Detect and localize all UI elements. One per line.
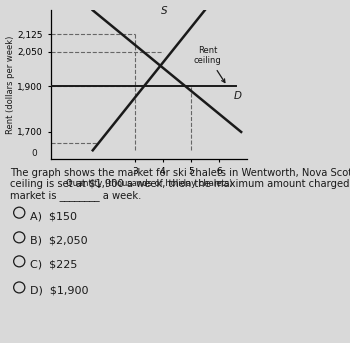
Text: Rent
ceiling: Rent ceiling (194, 46, 225, 83)
Text: D: D (234, 91, 242, 101)
Text: market is ________ a week.: market is ________ a week. (10, 190, 142, 201)
Y-axis label: Rent (dollars per week): Rent (dollars per week) (6, 36, 15, 134)
Text: ceiling is set at $1,900 a week, then the maximum amount charged in the black: ceiling is set at $1,900 a week, then th… (10, 179, 350, 189)
Text: 0: 0 (31, 149, 37, 158)
Text: D)  $1,900: D) $1,900 (30, 286, 88, 296)
Text: B)  $2,050: B) $2,050 (30, 236, 88, 246)
Text: The graph shows the market for ski chalets in Wentworth, Nova Scotia. If a rent: The graph shows the market for ski chale… (10, 168, 350, 178)
X-axis label: Quantity (thousands of holiday chalets): Quantity (thousands of holiday chalets) (65, 179, 232, 188)
Text: A)  $150: A) $150 (30, 211, 77, 221)
Text: C)  $225: C) $225 (30, 260, 77, 270)
Text: S: S (161, 6, 167, 16)
